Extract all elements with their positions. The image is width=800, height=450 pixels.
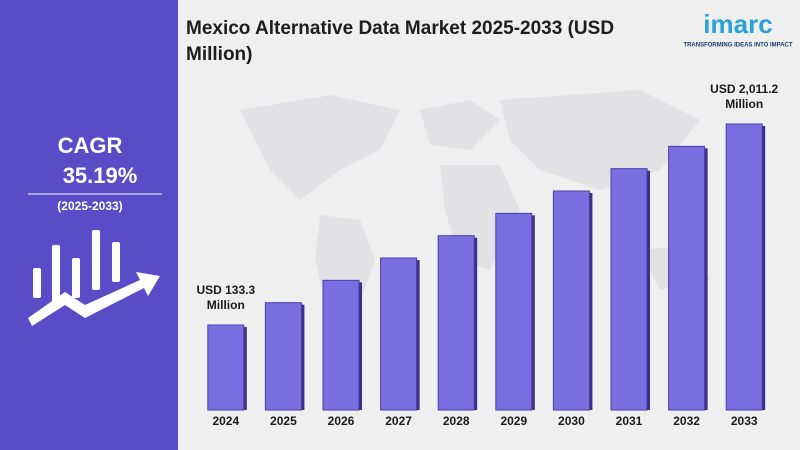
x-tick-label: 2028 [443,414,470,428]
x-tick-label: 2029 [500,414,527,428]
chart-title: Mexico Alternative Data Market 2025-2033… [186,18,615,65]
bar [668,145,706,411]
bar [610,168,648,411]
x-tick-label: 2026 [328,414,355,428]
x-tick-label: 2027 [385,414,412,428]
x-tick-label: 2031 [616,414,643,428]
bar [207,324,245,411]
cagr-period: (2025-2033) [57,199,122,213]
bar [495,212,533,411]
x-tick-label: 2030 [558,414,585,428]
value-label: USD 2,011.2 Million [710,82,779,111]
cagr-label: CAGR [58,133,123,158]
growth-icon [28,230,160,326]
x-tick-label: 2024 [212,414,239,428]
bar [322,279,360,411]
bar [725,123,763,411]
bar [380,257,418,411]
x-tick-label: 2032 [673,414,700,428]
bar [264,302,302,411]
bar [437,235,475,411]
bar [552,190,590,411]
value-label: USD 133.3 Million [196,283,256,312]
logo-tagline: TRANSFORMING IDEAS INTO IMPACT [683,43,792,49]
sidebar-panel [0,0,178,450]
x-tick-label: 2033 [731,414,758,428]
cagr-value: 35.19% [63,163,138,188]
logo-name: imarc [703,9,772,39]
x-tick-label: 2025 [270,414,297,428]
